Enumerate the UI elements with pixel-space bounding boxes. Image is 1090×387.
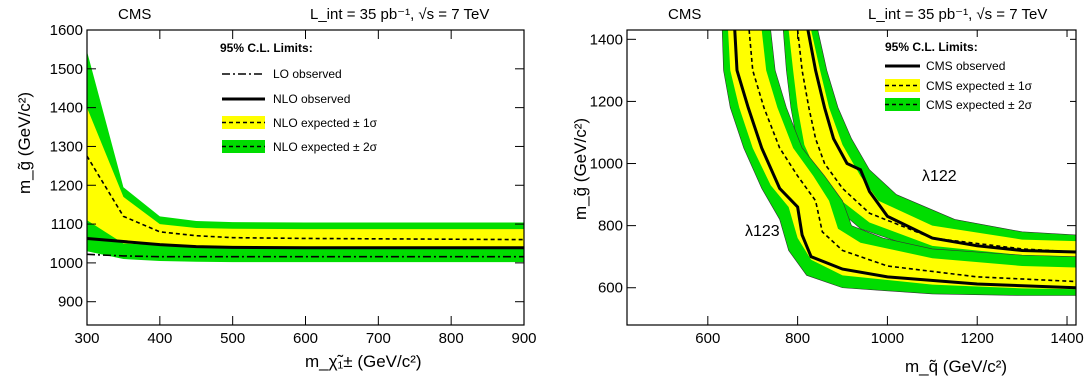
right-line-observed-lambda122 [806, 30, 1076, 254]
left-x-tick-label: 400 [147, 330, 172, 347]
right-band-1sigma-lambda123 [728, 30, 1076, 290]
left-y-tick-label: 900 [58, 294, 83, 311]
right-y-tick-label: 1200 [590, 93, 623, 110]
right-y-tick-label: 800 [598, 218, 623, 235]
annotation-lambda-123: λ123 [745, 223, 780, 240]
left-y-tick-label: 1200 [50, 177, 83, 194]
left-line-nlo-observed [87, 236, 524, 250]
left-line-nlo-expected [87, 155, 524, 241]
left-legend-entry-1sigma: NLO expected ± 1σ [273, 116, 378, 130]
right-legend-entry-observed: CMS observed [926, 59, 1005, 73]
left-y-tick-label: 1500 [50, 61, 83, 78]
right-x-tick-label: 1000 [871, 330, 904, 347]
right-x-tick-label: 1200 [961, 330, 994, 347]
right-y-tick-label: 1000 [590, 156, 623, 173]
right-x-tick-label: 600 [695, 330, 720, 347]
right-line-expected-lambda122 [796, 30, 1076, 253]
left-y-tick-label: 1000 [50, 255, 83, 272]
right-panel: 600 800 1000 1200 1400 600 800 1000 1200 1400 CMS… [571, 6, 1084, 376]
right-header-lumi: L_int = 35 pb⁻¹, √s = 7 TeV [868, 6, 1047, 23]
left-legend-entry-2sigma: NLO expected ± 2σ [273, 140, 378, 154]
left-ticks: 300 400 500 600 700 800 900 900 1000 1100 1200 1300… [50, 22, 537, 347]
left-band-1sigma [87, 107, 524, 249]
right-legend-entry-1sigma: CMS expected ± 1σ [926, 79, 1033, 93]
right-legend-title: 95% C.L. Limits: [885, 40, 978, 54]
right-band-1sigma-lambda122 [788, 30, 1076, 257]
right-x-tick-label: 800 [785, 330, 810, 347]
right-legend: 95% C.L. Limits: CMS observed CMS expect… [870, 37, 1070, 115]
left-x-tick-label: 800 [439, 330, 464, 347]
left-legend-title: 95% C.L. Limits: [220, 41, 313, 55]
left-x-tick-label: 900 [511, 330, 536, 347]
left-panel: 300 400 500 600 700 800 900 900 1000 1100 1200 1300… [15, 6, 537, 371]
left-lines [87, 155, 524, 258]
left-legend-entry-lo: LO observed [273, 67, 342, 81]
right-ticks: 600 800 1000 1200 1400 600 800 1000 1200 1400 [590, 30, 1084, 347]
right-x-axis-label: m_q̃ (GeV/c²) [905, 357, 1007, 376]
right-y-tick-label: 1400 [590, 31, 623, 48]
left-y-tick-label: 1300 [50, 138, 83, 155]
right-x-tick-label: 1400 [1050, 330, 1083, 347]
left-y-tick-label: 1100 [51, 216, 83, 233]
right-header-cms: CMS [668, 6, 701, 23]
right-line-observed-lambda123 [733, 30, 1076, 290]
left-legend: 95% C.L. Limits: LO observed NLO observe… [220, 41, 378, 154]
left-header-cms: CMS [118, 6, 151, 23]
left-y-axis-label: m_g̃ (GeV/c²) [15, 92, 34, 194]
left-y-tick-label: 1600 [50, 22, 83, 39]
right-lines [733, 30, 1076, 290]
left-x-axis-label: m_χ̃₁± (GeV/c²) [305, 352, 422, 371]
left-y-tick-label: 1400 [50, 100, 83, 117]
right-y-axis-label: m_g̃ (GeV/c²) [571, 118, 590, 220]
left-header-lumi: L_int = 35 pb⁻¹, √s = 7 TeV [310, 6, 489, 23]
left-x-tick-label: 600 [293, 330, 318, 347]
left-x-tick-label: 500 [220, 330, 245, 347]
left-x-tick-label: 700 [366, 330, 391, 347]
right-plot-frame [626, 29, 1077, 326]
annotation-lambda-122: λ122 [922, 168, 957, 185]
left-bands [87, 51, 524, 263]
right-line-expected-lambda123 [748, 30, 1076, 283]
left-line-lo-observed [87, 253, 524, 258]
right-bands [721, 30, 1076, 296]
left-x-tick-label: 300 [74, 330, 99, 347]
right-y-tick-label: 600 [598, 280, 623, 297]
right-legend-entry-2sigma: CMS expected ± 2σ [926, 98, 1033, 112]
left-legend-entry-nlo: NLO observed [273, 92, 350, 106]
